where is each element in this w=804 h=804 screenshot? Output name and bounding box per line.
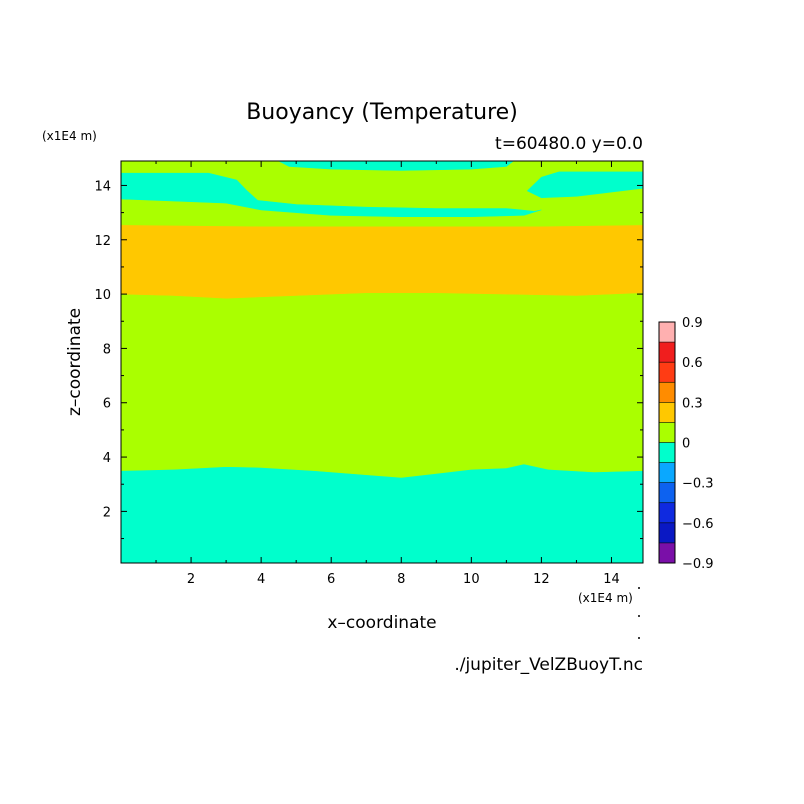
ferret-markers (638, 587, 640, 639)
colorbar-tick-label: −0.6 (682, 517, 714, 532)
x-tick-label: 8 (397, 572, 405, 587)
colorbar-swatch (659, 402, 675, 423)
colorbar-swatch (659, 482, 675, 503)
y-tick-label: 2 (103, 505, 111, 520)
marker-dot (638, 637, 640, 639)
colorbar: 0.9 0.6 0.3 0 −0.3 −0.6 −0.9 (658, 316, 714, 572)
x-tick-label: 2 (187, 572, 195, 587)
colorbar-tick-label: −0.9 (682, 557, 714, 572)
colorbar-swatch (659, 522, 675, 543)
colorbar-swatch (659, 542, 675, 563)
colorbar-swatch (659, 422, 675, 443)
footer-filename: ./jupiter_VelZBuoyT.nc (454, 655, 643, 675)
colorbar-tick-label: 0.6 (682, 356, 703, 371)
x-axis: 2 4 6 8 10 12 14 (155, 161, 620, 587)
contour-band-0 (120, 463, 644, 564)
y-tick-label: 12 (94, 234, 111, 249)
marker-dot (638, 615, 640, 617)
y-unit-label: (x1E4 m) (42, 129, 97, 143)
y-tick-label: 14 (94, 179, 111, 194)
colorbar-swatch (659, 442, 675, 463)
x-tick-label: 12 (533, 572, 550, 587)
contour-band-1 (120, 292, 644, 478)
y-axis-label: z–coordinate (65, 308, 85, 416)
x-tick-label: 4 (257, 572, 265, 587)
colorbar-swatch (659, 502, 675, 523)
x-unit-label: (x1E4 m) (578, 591, 633, 605)
colorbar-tick-label: −0.3 (682, 477, 714, 492)
marker-dot (638, 587, 640, 589)
contour-band-2 (120, 224, 644, 299)
x-tick-label: 6 (327, 572, 335, 587)
colorbar-tick-label: 0 (682, 437, 690, 452)
y-tick-label: 6 (103, 397, 111, 412)
colorbar-swatch (659, 462, 675, 483)
y-tick-label: 8 (103, 342, 111, 357)
colorbar-swatch (659, 362, 675, 383)
contour-patch-0 (120, 172, 542, 217)
colorbar-tick-label: 0.3 (682, 396, 703, 411)
x-axis-label: x–coordinate (327, 613, 436, 633)
x-tick-label: 14 (603, 572, 620, 587)
colorbar-tick-label: 0.9 (682, 316, 703, 331)
chart-title: Buoyancy (Temperature) (246, 100, 518, 125)
plot-frame (120, 160, 644, 564)
y-tick-label: 10 (94, 288, 111, 303)
y-tick-label: 4 (103, 451, 111, 466)
colorbar-swatch (659, 322, 675, 343)
contour-patch-2 (278, 160, 515, 171)
colorbar-swatch (659, 342, 675, 363)
y-axis: 2 4 6 8 10 12 14 (94, 179, 643, 540)
plot-area (120, 160, 644, 564)
colorbar-swatch (659, 382, 675, 403)
chart-subtitle: t=60480.0 y=0.0 (495, 134, 643, 154)
x-tick-label: 10 (463, 572, 480, 587)
